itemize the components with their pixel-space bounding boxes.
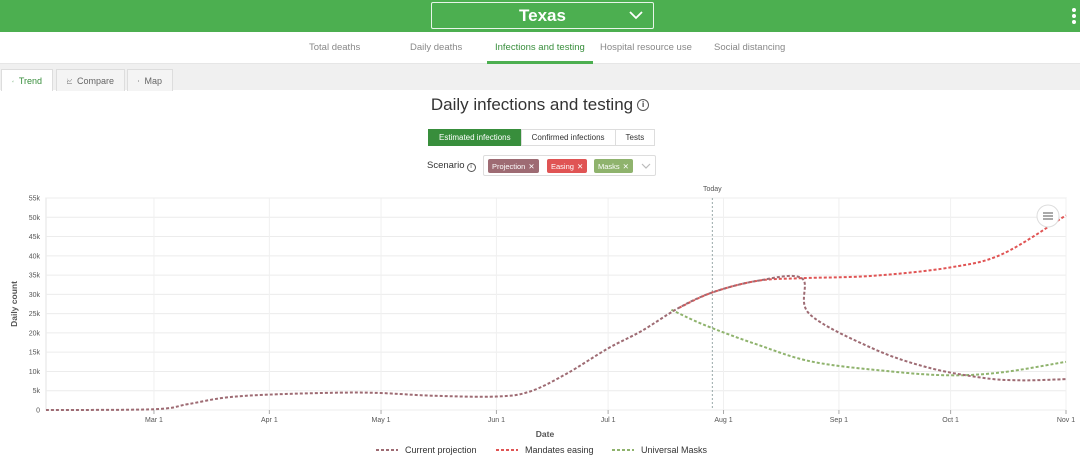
view-tab-map[interactable]: Map — [127, 69, 173, 91]
info-icon[interactable]: i — [467, 163, 476, 172]
metric-tests[interactable]: Tests — [615, 129, 656, 146]
y-axis-title: Daily count — [9, 281, 19, 327]
y-tick-label: 30k — [29, 292, 41, 299]
x-axis-ticks: Mar 1 Apr 1 May 1 Jun 1 Jul 1 Aug 1 Sep 1 Oct 1… — [145, 417, 1075, 424]
line-chart-icon — [12, 76, 14, 86]
scenario-chip-easing[interactable]: Easing ✕ — [547, 159, 587, 173]
scenario-multiselect[interactable]: Projection ✕ Easing ✕ Masks ✕ — [483, 155, 656, 176]
tab-infections-testing[interactable]: Infections and testing — [495, 42, 585, 53]
scenario-label: Scenario i — [427, 160, 476, 172]
location-label: Texas — [519, 6, 566, 26]
y-tick-label: 20k — [29, 330, 41, 337]
tab-total-deaths[interactable]: Total deaths — [309, 42, 360, 53]
legend-label: Current projection — [405, 445, 477, 455]
series-line-universal-masks — [671, 310, 1066, 376]
series-lines — [46, 215, 1066, 410]
metric-selector: Estimated infections Confirmed infection… — [428, 129, 655, 146]
info-icon[interactable]: i — [637, 99, 649, 111]
chart-legend: Current projection Mandates easing Univers… — [376, 445, 708, 455]
y-tick-label: 50k — [29, 215, 41, 222]
chart-title: Daily infections and testing i — [0, 95, 1080, 115]
scenario-chip-projection[interactable]: Projection ✕ — [488, 159, 539, 173]
y-tick-label: 5k — [33, 388, 41, 395]
metric-confirmed-infections[interactable]: Confirmed infections — [521, 129, 616, 146]
more-menu-icon[interactable] — [1072, 8, 1078, 26]
view-tab-compare[interactable]: Compare — [56, 69, 125, 91]
x-tick-label: Nov 1 — [1057, 417, 1075, 424]
chart-grid — [46, 198, 1066, 414]
scenario-chip-masks[interactable]: Masks ✕ — [594, 159, 633, 173]
x-tick-label: Sep 1 — [830, 417, 848, 424]
y-tick-label: 10k — [29, 369, 41, 376]
remove-icon[interactable]: ✕ — [623, 162, 629, 171]
infections-line-chart: 0 5k 10k 15k 20k 25k 30k 35k 40k 45k 50k 55k Mar 1 A… — [0, 180, 1080, 457]
x-tick-label: Jun 1 — [488, 417, 505, 424]
top-bar: Texas — [0, 0, 1080, 32]
chart-settings-button[interactable] — [1037, 205, 1059, 227]
today-marker: Today — [703, 186, 722, 410]
y-tick-label: 25k — [29, 311, 41, 318]
today-label: Today — [703, 186, 722, 193]
series-line-current-projection — [46, 276, 1066, 410]
y-tick-label: 35k — [29, 273, 41, 280]
x-tick-label: Apr 1 — [261, 417, 278, 424]
tab-social-distancing[interactable]: Social distancing — [714, 42, 785, 53]
tab-hospital-resource-use[interactable]: Hospital resource use — [600, 42, 692, 53]
location-select[interactable]: Texas — [431, 2, 654, 29]
compare-chart-icon — [67, 76, 72, 86]
legend-label: Universal Masks — [641, 445, 708, 455]
x-tick-label: Mar 1 — [145, 417, 163, 424]
view-tab-trend[interactable]: Trend — [1, 69, 53, 91]
nav-tabs: Total deaths Daily deaths Infections and… — [0, 32, 1080, 64]
remove-icon[interactable]: ✕ — [577, 162, 583, 171]
plot-area — [46, 198, 1066, 410]
chevron-down-icon[interactable] — [641, 161, 651, 171]
x-tick-label: May 1 — [372, 417, 391, 424]
metric-estimated-infections[interactable]: Estimated infections — [428, 129, 522, 146]
y-tick-label: 40k — [29, 253, 41, 260]
x-tick-label: Oct 1 — [942, 417, 959, 424]
x-tick-label: Jul 1 — [601, 417, 616, 424]
y-tick-label: 15k — [29, 350, 41, 357]
x-axis-title: Date — [536, 429, 555, 439]
y-tick-label: 0 — [36, 408, 40, 415]
globe-icon — [138, 76, 139, 86]
remove-icon[interactable]: ✕ — [528, 162, 534, 171]
chevron-down-icon — [629, 8, 643, 22]
y-tick-label: 55k — [29, 196, 41, 203]
tab-daily-deaths[interactable]: Daily deaths — [410, 42, 462, 53]
y-axis-ticks: 0 5k 10k 15k 20k 25k 30k 35k 40k 45k 50k 55k — [29, 196, 41, 415]
y-tick-label: 45k — [29, 234, 41, 241]
x-tick-label: Aug 1 — [714, 417, 732, 424]
legend-label: Mandates easing — [525, 445, 594, 455]
